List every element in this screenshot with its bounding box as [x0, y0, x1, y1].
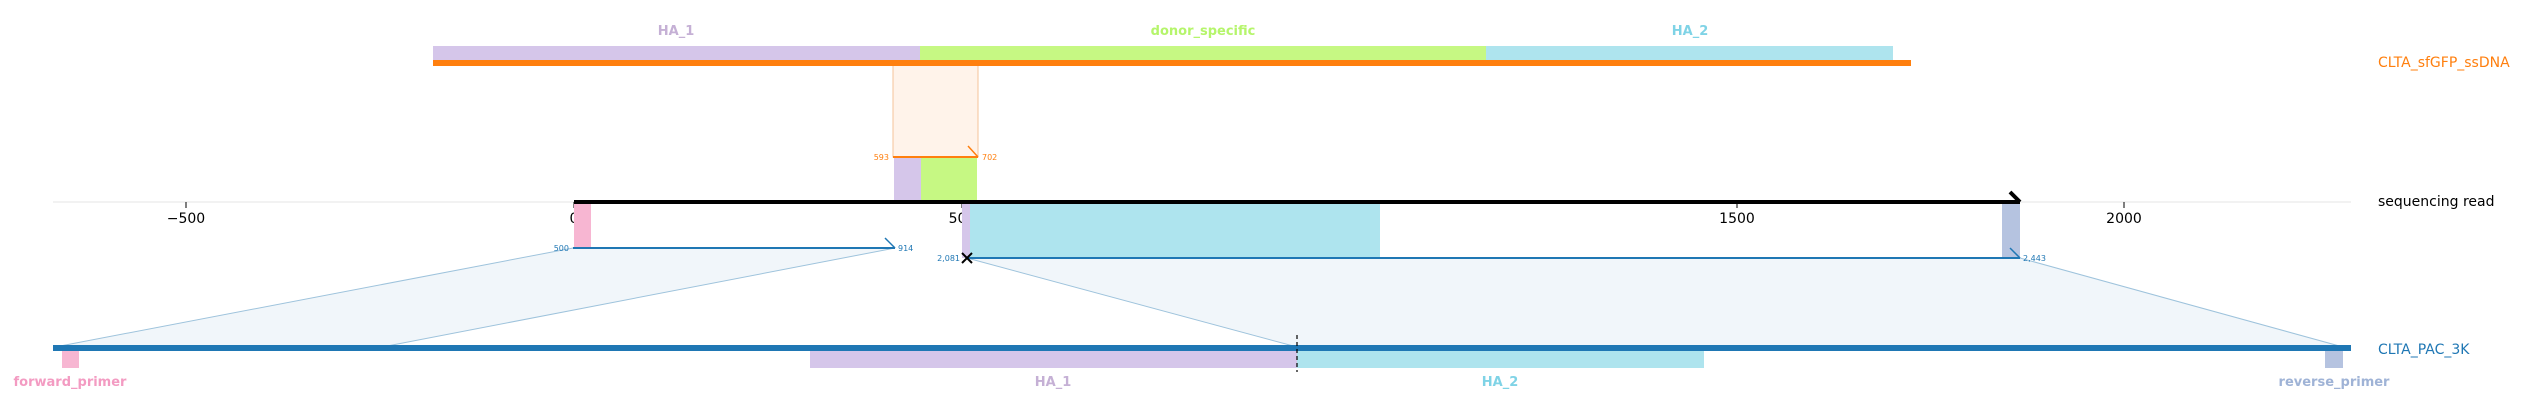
reference-bar — [53, 345, 2351, 351]
left-alignment-start: 500 — [554, 244, 569, 253]
ref-feature-label-reverse-primer: reverse_primer — [2279, 375, 2391, 390]
right-alignment-end: 2,443 — [2023, 254, 2046, 263]
read-ha-1-block — [962, 203, 970, 258]
donor-feature-label-donor-specific: donor_specific — [1151, 24, 1256, 39]
read-label: sequencing read — [2378, 194, 2494, 210]
donor-alignment-end: 702 — [982, 153, 997, 162]
cut-mark-icon — [961, 252, 973, 264]
read-ha-2-block — [970, 203, 1380, 258]
donor-feature-label-ha-1: HA_1 — [658, 24, 695, 39]
read-donor-ha-1-block — [894, 157, 921, 201]
ref-feature-label-ha-1: HA_1 — [1035, 375, 1072, 390]
axis-tick-label: 1500 — [1719, 211, 1755, 227]
donor-feature-ha-2 — [1486, 46, 1893, 62]
read-reverse-primer-block — [2002, 203, 2020, 258]
left-mapping-shade — [54, 247, 896, 348]
ref-feature-ha-1 — [810, 350, 1297, 368]
donor-mapping-shade — [892, 61, 979, 158]
left-alignment-end: 914 — [898, 244, 913, 253]
read-forward-primer-block — [574, 203, 591, 248]
donor-alignment-start: 593 — [874, 153, 889, 162]
reference-label: CLTA_PAC_3K — [2378, 342, 2470, 358]
donor-alignment-arrow — [967, 145, 979, 158]
ref-feature-label-ha-2: HA_2 — [1482, 375, 1519, 390]
donor-feature-label-ha-2: HA_2 — [1672, 24, 1709, 39]
donor-feature-donor-specific — [920, 46, 1486, 62]
ref-feature-ha-2 — [1297, 350, 1704, 368]
ref-feature-forward-primer — [62, 350, 79, 368]
left-alignment-arrow — [884, 237, 896, 249]
axis-tick-label: −500 — [167, 211, 205, 227]
donor-feature-ha-1 — [433, 46, 920, 62]
ref-feature-label-forward-primer: forward_primer — [14, 375, 128, 390]
right-alignment-arrow — [2009, 247, 2021, 259]
right-mapping-shade — [966, 257, 2344, 348]
donor-bar — [433, 60, 1911, 66]
axis-tick-label: 2000 — [2106, 211, 2142, 227]
right-alignment-start: 2,081 — [937, 254, 960, 263]
ref-feature-reverse-primer — [2325, 350, 2343, 368]
read-donor-specific-block — [921, 157, 977, 201]
donor-label: CLTA_sfGFP_ssDNA — [2378, 55, 2510, 71]
read-arrowhead — [2008, 190, 2022, 204]
